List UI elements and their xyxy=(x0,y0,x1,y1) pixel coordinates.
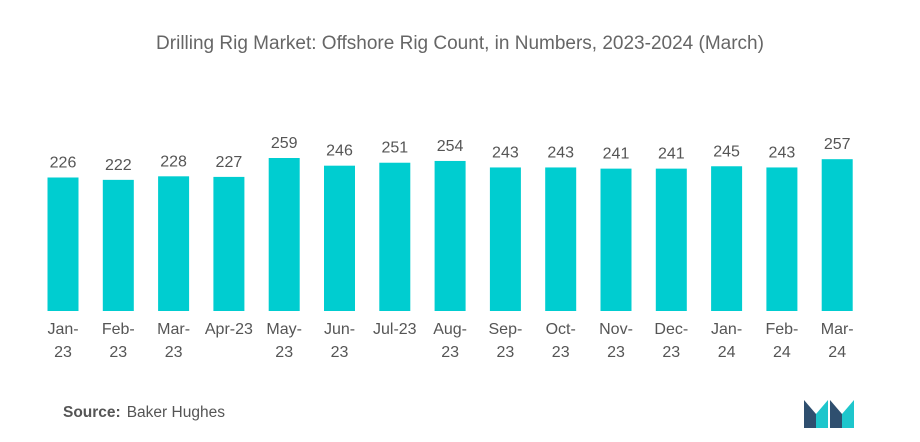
source-text: Baker Hughes xyxy=(126,404,225,421)
data-label-4: 259 xyxy=(271,135,298,152)
x-tick-label-1-1: 23 xyxy=(109,344,127,361)
data-label-8: 243 xyxy=(492,144,519,161)
x-tick-label-0-1: 23 xyxy=(54,344,72,361)
data-label-9: 243 xyxy=(547,144,574,161)
x-tick-label-2-0: Mar- xyxy=(157,321,190,338)
data-label-3: 227 xyxy=(216,154,243,171)
x-tick-label-7-0: Aug- xyxy=(433,321,467,338)
x-tick-label-4-1: 23 xyxy=(275,344,293,361)
x-tick-label-8-1: 23 xyxy=(497,344,515,361)
data-label-6: 251 xyxy=(381,140,408,157)
mordor-intelligence-logo-icon xyxy=(804,400,854,428)
bar-10 xyxy=(600,168,632,311)
x-tick-label-2-1: 23 xyxy=(165,344,183,361)
bar-12 xyxy=(711,166,743,311)
x-tick-label-11-0: Dec- xyxy=(654,321,688,338)
data-label-13: 243 xyxy=(769,144,796,161)
data-label-14: 257 xyxy=(824,136,851,153)
data-label-11: 241 xyxy=(658,146,685,163)
bar-2 xyxy=(158,176,190,311)
bar-14 xyxy=(821,159,853,311)
chart-title: Drilling Rig Market: Offshore Rig Count,… xyxy=(156,33,764,54)
x-tick-label-13-0: Feb- xyxy=(765,321,798,338)
bar-13 xyxy=(766,167,798,311)
x-tick-label-5-0: Jun- xyxy=(324,321,355,338)
bar-4 xyxy=(268,158,300,311)
bar-1 xyxy=(102,179,134,311)
x-tick-label-13-1: 24 xyxy=(773,344,791,361)
bar-6 xyxy=(379,162,411,311)
x-tick-label-9-0: Oct- xyxy=(546,321,576,338)
data-label-0: 226 xyxy=(50,154,77,171)
x-tick-label-6-0: Jul-23 xyxy=(373,321,417,338)
x-tick-label-10-0: Nov- xyxy=(599,321,633,338)
data-label-10: 241 xyxy=(603,146,630,163)
bar-3 xyxy=(213,176,245,311)
data-label-12: 245 xyxy=(713,143,740,160)
x-tick-label-3-0: Apr-23 xyxy=(205,321,253,338)
x-tick-label-14-0: Mar- xyxy=(821,321,854,338)
x-tick-label-7-1: 23 xyxy=(441,344,459,361)
bar-11 xyxy=(655,168,687,311)
x-tick-label-12-0: Jan- xyxy=(711,321,742,338)
data-label-7: 254 xyxy=(437,138,464,155)
source-label: Source: xyxy=(63,404,121,421)
x-tick-label-9-1: 23 xyxy=(552,344,570,361)
data-label-5: 246 xyxy=(326,143,353,160)
x-tick-label-5-1: 23 xyxy=(331,344,349,361)
bar-5 xyxy=(324,165,355,311)
data-label-2: 228 xyxy=(160,153,187,170)
bar-7 xyxy=(434,160,466,311)
x-tick-label-10-1: 23 xyxy=(607,344,625,361)
bar-0 xyxy=(47,177,79,311)
x-tick-label-8-0: Sep- xyxy=(489,321,523,338)
x-tick-label-14-1: 24 xyxy=(828,344,846,361)
x-tick-label-12-1: 24 xyxy=(718,344,736,361)
source-note: Source: Baker Hughes xyxy=(63,404,225,422)
x-tick-label-1-0: Feb- xyxy=(102,321,135,338)
x-tick-label-0-0: Jan- xyxy=(47,321,78,338)
data-label-1: 222 xyxy=(105,157,132,174)
x-tick-label-4-0: May- xyxy=(266,321,302,338)
x-tick-label-11-1: 23 xyxy=(662,344,680,361)
bar-8 xyxy=(489,167,521,311)
bar-9 xyxy=(545,167,577,311)
